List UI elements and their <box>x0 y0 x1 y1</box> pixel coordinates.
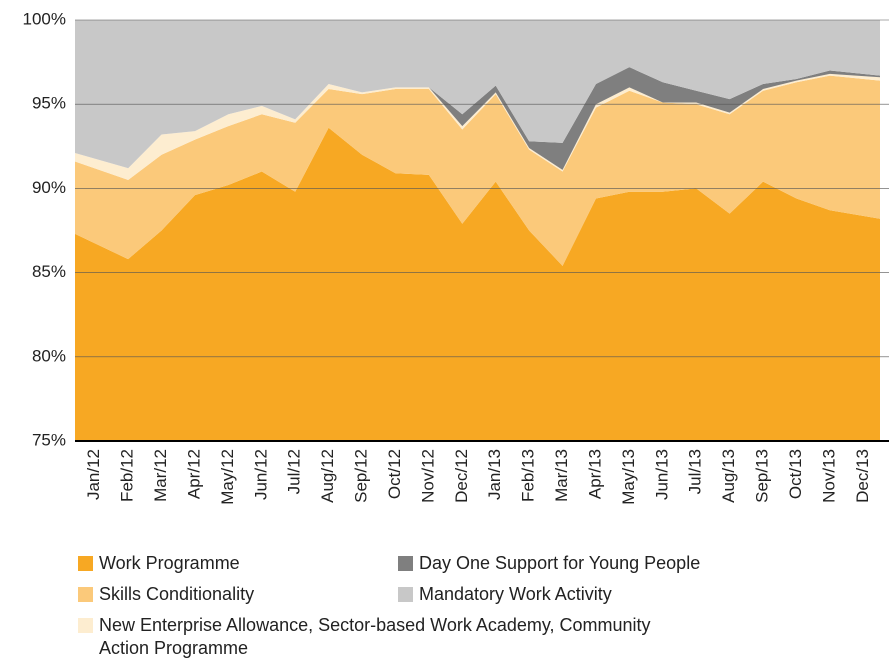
x-tick-label: Oct/13 <box>786 449 805 499</box>
legend-label: Work Programme <box>99 553 240 573</box>
plot-area <box>75 20 880 441</box>
legend-label: Skills Conditionality <box>99 584 255 604</box>
legend-swatch <box>398 587 413 602</box>
x-tick-label: Sep/13 <box>753 449 772 503</box>
x-tick-label: Dec/13 <box>853 449 872 503</box>
legend-swatch <box>78 618 93 633</box>
area <box>75 67 880 170</box>
y-tick-label: 90% <box>32 178 66 197</box>
chart: 75% 80% 85% 90% 95% 100% Jan/12 Feb/12 Mar/12 Apr… <box>23 9 889 505</box>
area <box>75 75 880 266</box>
x-tick-label: Nov/13 <box>819 449 838 503</box>
x-tick-label: Oct/12 <box>385 449 404 499</box>
x-tick-label: Jun/13 <box>652 449 671 500</box>
x-tick-label: Jul/12 <box>285 449 304 494</box>
legend-label: Day One Support for Young People <box>419 553 701 573</box>
legend-item: Mandatory Work Activity <box>398 583 878 606</box>
x-tick-label: Nov/12 <box>418 449 437 503</box>
x-tick-label: Jan/12 <box>84 449 103 500</box>
y-tick-label: 95% <box>32 94 66 113</box>
y-tick-label: 80% <box>32 346 66 365</box>
x-tick-label: Apr/12 <box>184 449 203 499</box>
x-tick-label: Mar/12 <box>151 449 170 502</box>
x-tick-label: May/12 <box>218 449 237 505</box>
x-tick-label: Mar/13 <box>552 449 571 502</box>
labels: 75% 80% 85% 90% 95% 100% Jan/12 Feb/12 Mar/12 Apr… <box>23 9 872 504</box>
x-tick-label: Aug/13 <box>719 449 738 503</box>
legend-swatch <box>398 556 413 571</box>
legend-item: Day One Support for Young People <box>398 552 878 575</box>
legend-item: Skills Conditionality <box>78 583 398 606</box>
legend-item: Work Programme <box>78 552 398 575</box>
x-tick-label: Sep/12 <box>352 449 371 503</box>
legend-item: New Enterprise Allowance, Sector-based W… <box>78 614 878 660</box>
area <box>75 127 880 441</box>
y-tick-label: 100% <box>23 9 66 28</box>
grid <box>75 19 889 442</box>
legend-swatch <box>78 556 93 571</box>
x-tick-label: Aug/12 <box>318 449 337 503</box>
area <box>75 20 880 169</box>
y-tick-label: 75% <box>32 430 66 449</box>
x-tick-label: Feb/13 <box>519 449 538 502</box>
x-tick-label: Jun/12 <box>251 449 270 500</box>
x-tick-label: Jul/13 <box>686 449 705 494</box>
x-tick-label: Dec/12 <box>452 449 471 503</box>
legend-swatch <box>78 587 93 602</box>
x-tick-label: Apr/13 <box>585 449 604 499</box>
y-tick-label: 85% <box>32 262 66 281</box>
x-tick-label: May/13 <box>619 449 638 505</box>
legend-label: Mandatory Work Activity <box>419 584 612 604</box>
x-tick-label: Jan/13 <box>485 449 504 500</box>
x-tick-label: Feb/12 <box>118 449 137 502</box>
legend: Work Programme Day One Support for Young … <box>78 552 878 660</box>
legend-label: New Enterprise Allowance, Sector-based W… <box>99 615 651 658</box>
